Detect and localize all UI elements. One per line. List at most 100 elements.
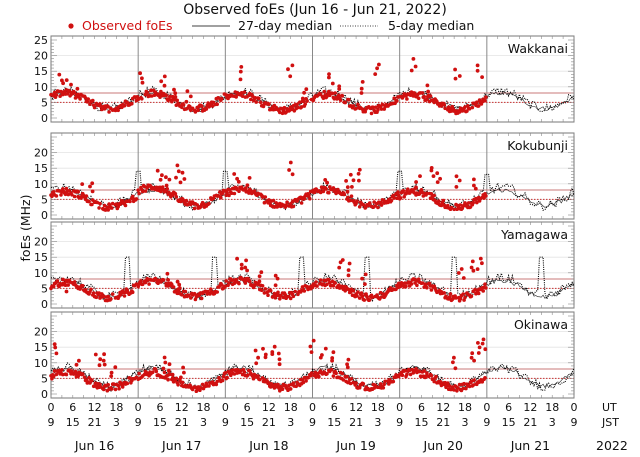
observed-point [278, 110, 282, 115]
observed-point [219, 283, 224, 287]
observed-point [72, 194, 77, 199]
observed-point [346, 357, 351, 362]
observed-point [422, 369, 427, 373]
observed-point [182, 370, 186, 375]
observed-point [406, 187, 410, 191]
observed-point [54, 93, 59, 97]
observed-point [64, 289, 69, 294]
observed-point [360, 294, 365, 299]
observed-point [469, 355, 474, 360]
observed-point [263, 287, 268, 291]
observed-point [256, 355, 260, 360]
y-tick-label: 20 [34, 236, 48, 249]
observed-point [225, 375, 229, 380]
observed-point [98, 201, 102, 206]
x-tick-label-jst: 21 [523, 416, 537, 429]
observed-point [475, 100, 479, 104]
observed-point [227, 281, 231, 285]
y-tick-label: 0 [41, 112, 48, 125]
observed-point [215, 379, 219, 384]
observed-point [309, 350, 314, 354]
observed-point [188, 104, 192, 109]
observed-point [367, 298, 372, 302]
observed-point [232, 172, 237, 176]
observed-point [175, 279, 180, 284]
observed-point [461, 386, 466, 391]
observed-point [61, 81, 65, 86]
observed-point [453, 67, 457, 72]
observed-point [435, 180, 440, 185]
y-tick-label: 15 [34, 251, 48, 264]
observed-point [429, 288, 434, 292]
legend-27day-label: 27-day median [238, 18, 332, 33]
observed-point [398, 284, 403, 289]
observed-point [92, 105, 97, 110]
observed-point [337, 283, 341, 288]
observed-point [145, 90, 149, 95]
observed-point [380, 102, 385, 107]
observed-point [476, 291, 481, 296]
observed-point [472, 183, 476, 188]
observed-point [462, 381, 466, 386]
observed-point [267, 381, 271, 385]
legend-5day-label: 5-day median [388, 18, 474, 33]
observed-point [305, 99, 309, 103]
observed-point [409, 282, 414, 286]
observed-point [475, 267, 480, 271]
observed-point [360, 80, 365, 84]
observed-point [54, 194, 59, 198]
observed-point [458, 297, 463, 301]
observed-point [276, 351, 281, 356]
observed-point [253, 348, 258, 353]
observed-point [254, 361, 259, 366]
observed-point [302, 197, 307, 201]
observed-point [52, 342, 57, 347]
observed-point [102, 352, 106, 357]
observed-point [429, 373, 434, 378]
observed-point [93, 381, 98, 386]
observed-point [90, 378, 94, 383]
observed-point [302, 289, 307, 293]
observed-point [195, 388, 199, 392]
station-label: Yamagawa [500, 227, 568, 242]
observed-point [221, 374, 226, 379]
observed-point [165, 187, 169, 191]
observed-point [122, 294, 127, 298]
observed-point [447, 384, 452, 388]
x-tick-label-jst: 15 [66, 416, 80, 429]
observed-point [357, 385, 362, 390]
observed-point [232, 191, 237, 196]
observed-point [476, 104, 481, 108]
observed-point [288, 296, 293, 301]
observed-point [314, 280, 318, 284]
observed-point [252, 283, 257, 288]
observed-point [239, 266, 244, 271]
observed-point [382, 382, 387, 387]
x-tick-label-ut: 0 [309, 401, 316, 414]
observed-point [338, 260, 343, 265]
observed-point [413, 64, 418, 69]
observed-point [284, 110, 289, 114]
observed-point [64, 78, 69, 82]
observed-point [304, 87, 309, 92]
observed-point [223, 284, 228, 289]
observed-point [469, 294, 474, 299]
observed-point [159, 189, 163, 194]
observed-point [290, 172, 295, 177]
observed-point [457, 382, 462, 387]
observed-point [290, 63, 295, 68]
observed-point [337, 265, 342, 270]
observed-point [280, 111, 285, 116]
y-tick-label: 5 [41, 193, 48, 206]
observed-point [135, 95, 140, 99]
observed-point [69, 82, 73, 87]
observed-point [140, 189, 145, 194]
observed-point [471, 201, 476, 205]
observed-point [87, 199, 91, 204]
observed-point [415, 283, 419, 288]
observed-point [483, 376, 487, 380]
x-tick-label-ut: 6 [418, 401, 425, 414]
observed-point [411, 57, 416, 61]
observed-point [340, 93, 345, 98]
